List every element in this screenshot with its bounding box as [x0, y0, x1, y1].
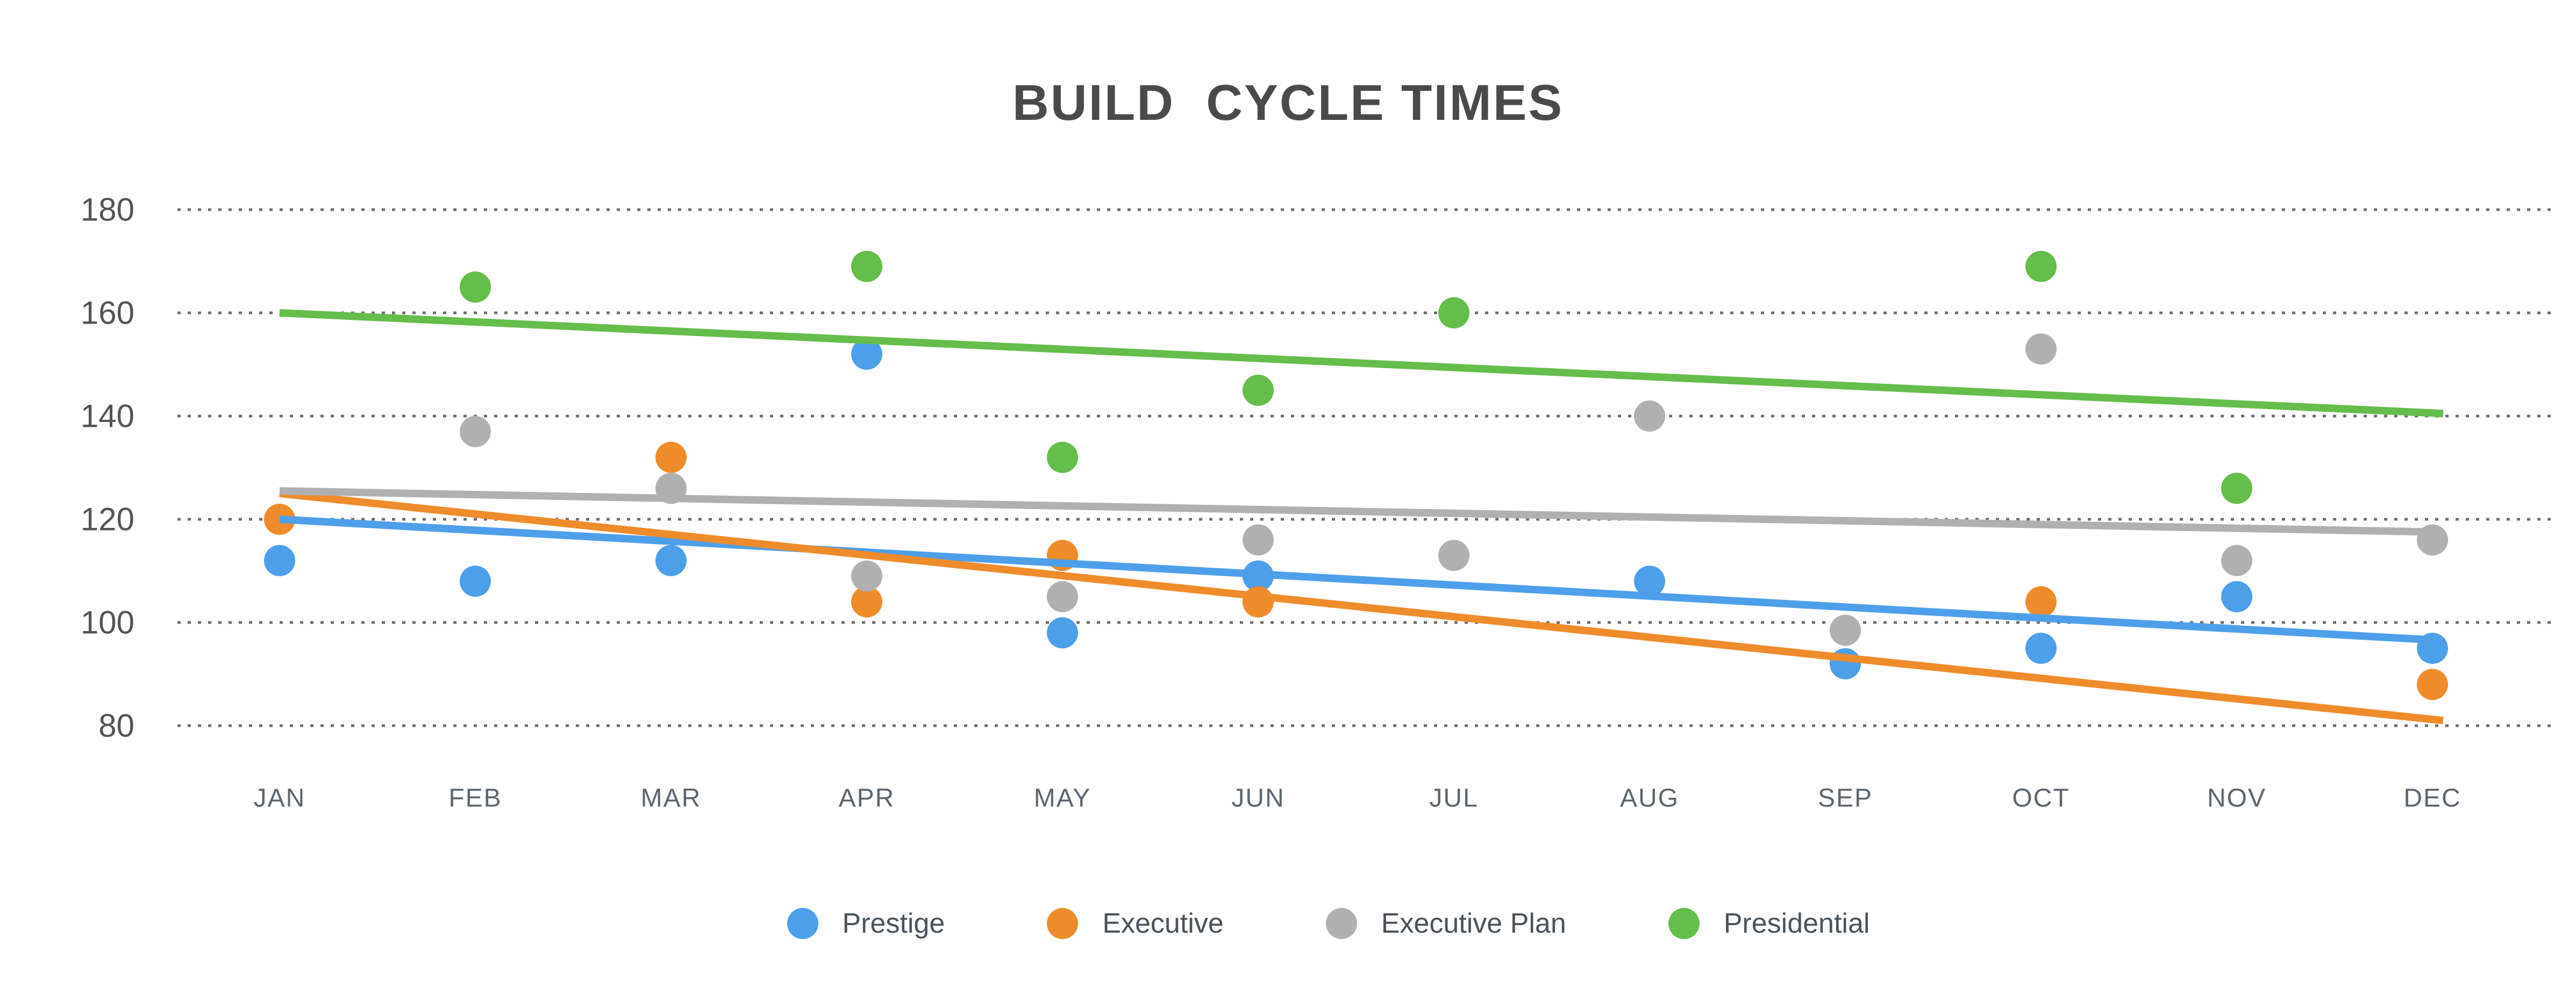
data-point-prestige	[1634, 566, 1665, 597]
legend-item-executive-plan[interactable]: Executive Plan	[1325, 907, 1566, 940]
data-point-presidential	[2221, 473, 2252, 504]
legend-label: Executive Plan	[1381, 908, 1566, 939]
data-point-executive-plan	[1243, 524, 1274, 556]
executive-series-dot-icon	[1047, 908, 1079, 939]
data-point-prestige	[655, 545, 687, 576]
data-points-group	[264, 251, 2448, 700]
data-point-prestige	[851, 338, 882, 370]
data-point-presidential	[2025, 251, 2057, 282]
x-axis-label: NOV	[2207, 784, 2266, 813]
legend-item-presidential[interactable]: Presidential	[1668, 907, 1870, 940]
legend-item-executive[interactable]: Executive	[1047, 907, 1224, 940]
data-point-executive-plan	[851, 560, 882, 592]
data-point-executive	[2417, 669, 2448, 700]
data-point-presidential	[460, 271, 491, 303]
executive-plan-series-dot-icon	[1325, 908, 1357, 939]
x-axis-label: AUG	[1620, 784, 1679, 813]
data-point-prestige	[2025, 633, 2057, 664]
y-axis-tick-label: 140	[81, 398, 134, 434]
legend-label: Executive	[1102, 908, 1224, 939]
y-axis-tick-label: 160	[81, 295, 134, 331]
data-point-presidential	[1047, 441, 1078, 473]
x-axis-label: OCT	[2012, 784, 2070, 813]
data-point-presidential	[1438, 297, 1469, 328]
data-point-executive-plan	[1830, 614, 1861, 646]
x-axis-label: APR	[839, 784, 895, 813]
x-axis-label: JAN	[254, 784, 306, 813]
legend-label: Prestige	[842, 908, 945, 939]
x-axis-label: MAY	[1034, 784, 1091, 813]
x-axis-label: SEP	[1818, 784, 1873, 813]
legend-label: Presidential	[1723, 908, 1870, 939]
x-axis-labels-group: JAN FEB MAR APR MAY JUN JUL AUG SEP OCT NOV DEC	[254, 784, 2461, 813]
trendline-executive-plan	[279, 487, 2444, 536]
data-point-executive	[655, 441, 687, 473]
chart-title: BUILD CYCLE TIMES	[1012, 74, 1564, 131]
data-point-executive-plan	[2025, 333, 2057, 365]
trendlines-group	[279, 309, 2444, 725]
y-axis-tick-label: 120	[81, 502, 134, 538]
chart-legend: Prestige Executive Executive Plan Presid…	[0, 907, 2576, 940]
data-point-executive-plan	[1438, 540, 1469, 571]
data-point-prestige	[264, 545, 295, 576]
data-point-executive-plan	[2221, 545, 2252, 576]
trendline-executive	[279, 490, 2444, 725]
y-axis-labels-group: 180 160 140 120 100 80	[81, 192, 134, 744]
trendline-prestige	[279, 516, 2444, 645]
prestige-series-dot-icon	[787, 908, 818, 939]
data-point-executive	[1243, 586, 1274, 618]
y-axis-tick-label: 100	[81, 605, 134, 641]
x-axis-label: JUL	[1429, 784, 1478, 813]
data-point-prestige	[1830, 648, 1861, 679]
data-point-prestige	[1047, 617, 1078, 649]
x-axis-label: MAR	[641, 784, 702, 813]
y-axis-tick-label: 80	[98, 708, 134, 744]
data-point-executive-plan	[1047, 581, 1078, 612]
trendline-presidential	[279, 309, 2444, 418]
presidential-series-dot-icon	[1668, 908, 1700, 939]
gridlines-group	[177, 208, 2551, 727]
data-point-executive	[851, 586, 882, 618]
data-point-executive-plan	[1634, 400, 1665, 432]
x-axis-label: DEC	[2403, 784, 2461, 813]
data-point-presidential	[1243, 375, 1274, 406]
data-point-executive-plan	[460, 416, 491, 447]
data-point-prestige	[2221, 581, 2252, 612]
data-point-executive	[2025, 586, 2057, 618]
x-axis-label: FEB	[448, 784, 502, 813]
data-point-prestige	[460, 566, 491, 597]
data-point-presidential	[851, 251, 882, 282]
legend-item-prestige[interactable]: Prestige	[787, 907, 945, 940]
x-axis-label: JUN	[1231, 784, 1285, 813]
y-axis-tick-label: 180	[81, 192, 134, 228]
